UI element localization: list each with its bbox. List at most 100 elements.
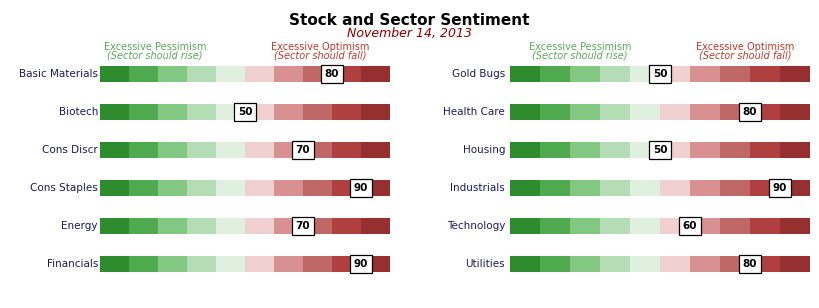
Bar [510,66,540,82]
Text: 50: 50 [238,107,252,117]
Bar [332,256,361,272]
Bar [660,66,690,82]
Bar [303,256,332,272]
Bar [245,256,274,272]
Bar [570,218,600,234]
Bar [187,66,216,82]
Bar [690,104,720,120]
Bar [361,256,390,272]
Bar [660,104,690,120]
Bar [660,218,690,234]
Text: 70: 70 [296,221,310,231]
Bar [332,142,361,158]
Text: Basic Materials: Basic Materials [19,69,98,79]
Bar [540,142,570,158]
Bar [769,179,791,197]
Bar [720,218,750,234]
Bar [510,104,540,120]
Bar [303,142,332,158]
Bar [630,66,660,82]
Bar [129,180,158,196]
Bar [187,104,216,120]
Bar [216,66,245,82]
Bar [649,65,671,83]
Bar [720,66,750,82]
Text: 60: 60 [683,221,697,231]
Bar [690,256,720,272]
Bar [510,256,540,272]
Bar [245,180,274,196]
Text: Utilities: Utilities [465,259,505,269]
Bar [649,141,671,159]
Bar [216,180,245,196]
Bar [129,218,158,234]
Bar [540,104,570,120]
Bar [274,66,303,82]
Bar [570,256,600,272]
Bar [245,104,274,120]
Bar [274,256,303,272]
Bar [690,66,720,82]
Bar [332,180,361,196]
Bar [720,180,750,196]
Bar [292,217,314,235]
Text: Excessive Pessimism: Excessive Pessimism [529,42,631,52]
Bar [720,104,750,120]
Bar [100,256,129,272]
Bar [570,66,600,82]
Bar [510,218,540,234]
Bar [570,142,600,158]
Bar [245,66,274,82]
Bar [100,142,129,158]
Bar [245,218,274,234]
Bar [361,66,390,82]
Bar [600,256,630,272]
Bar [630,218,660,234]
Bar [720,142,750,158]
Bar [216,256,245,272]
Bar [600,66,630,82]
Bar [216,142,245,158]
Bar [303,180,332,196]
Text: 90: 90 [354,259,369,269]
Bar [158,218,187,234]
Bar [100,66,129,82]
Bar [361,218,390,234]
Bar [630,180,660,196]
Bar [129,66,158,82]
Text: (Sector should rise): (Sector should rise) [107,51,203,61]
Text: 90: 90 [354,183,369,193]
Bar [780,142,810,158]
Text: Cons Staples: Cons Staples [30,183,98,193]
Bar [158,256,187,272]
Bar [630,104,660,120]
Text: Biotech: Biotech [59,107,98,117]
Bar [321,65,343,83]
Text: Health Care: Health Care [443,107,505,117]
Bar [780,66,810,82]
Bar [780,218,810,234]
Bar [739,103,761,121]
Text: Excessive Optimism: Excessive Optimism [696,42,794,52]
Text: Financials: Financials [47,259,98,269]
Bar [274,180,303,196]
Bar [540,218,570,234]
Text: 80: 80 [325,69,339,79]
Bar [158,66,187,82]
Bar [332,218,361,234]
Bar [274,142,303,158]
Text: Technology: Technology [446,221,505,231]
Bar [100,218,129,234]
Bar [600,180,630,196]
Bar [303,104,332,120]
Bar [510,180,540,196]
Bar [540,180,570,196]
Bar [100,104,129,120]
Bar [750,180,780,196]
Bar [187,180,216,196]
Bar [660,142,690,158]
Bar [750,218,780,234]
Text: 50: 50 [653,69,667,79]
Bar [332,66,361,82]
Text: Industrials: Industrials [450,183,505,193]
